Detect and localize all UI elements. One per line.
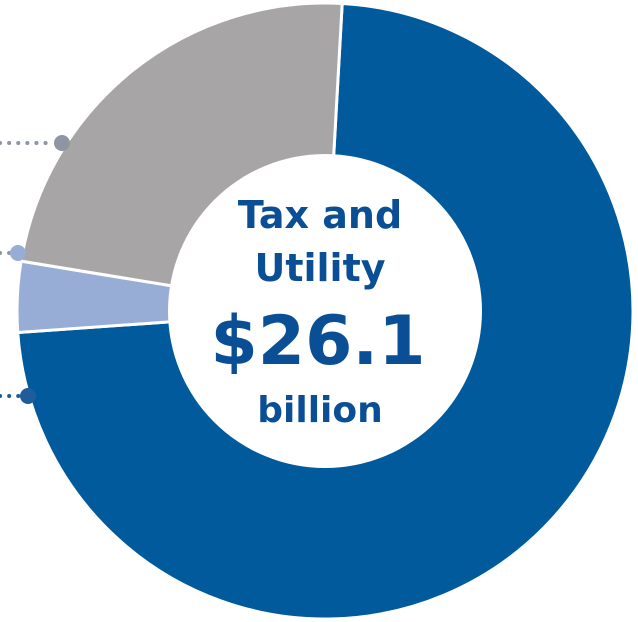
leader-endpoint-2 bbox=[10, 245, 26, 261]
leader-lines bbox=[0, 135, 70, 404]
donut-hole bbox=[168, 154, 482, 468]
center-label-line-2: Utility bbox=[254, 246, 385, 290]
center-label-line-1: Tax and bbox=[238, 193, 402, 237]
center-total-value: $26.1 bbox=[210, 302, 425, 381]
leader-endpoint-3 bbox=[20, 388, 36, 404]
leader-endpoint-1 bbox=[54, 135, 70, 151]
center-total-unit: billion bbox=[257, 390, 383, 431]
